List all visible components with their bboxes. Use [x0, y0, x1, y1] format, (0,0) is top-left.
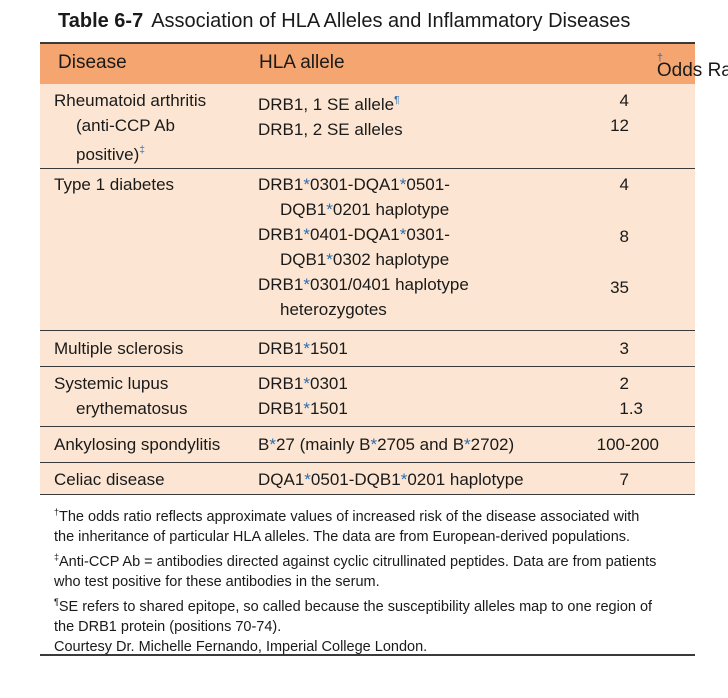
pilcrow-mark: ¶ [394, 95, 400, 106]
disease-ankylosing-spondylitis: Ankylosing spondylitis [54, 435, 221, 454]
table-body [40, 84, 695, 494]
disease-type-1-diabetes: Type 1 diabetes [54, 175, 175, 194]
row-divider [40, 462, 695, 463]
row-divider [40, 426, 695, 427]
disease-sle: Systemic lupus erythematosus [54, 374, 188, 418]
column-header-disease: Disease [58, 52, 127, 73]
table-header: Disease HLA allele Odds Ratio† [40, 44, 728, 84]
row-divider [40, 494, 695, 495]
disease-celiac: Celiac disease [54, 470, 165, 489]
table-caption: Association of HLA Alleles and Inflammat… [151, 10, 631, 32]
column-header-allele: HLA allele [259, 52, 345, 73]
table-title: Table 6-7 Association of HLA Alleles and … [58, 8, 718, 34]
odds-ms: 3 [619, 339, 629, 358]
table-footnotes: †The odds ratio reflects approximate val… [54, 502, 694, 657]
allele-sle: DRB1*0301 DRB1*1501 [258, 374, 348, 418]
odds-ra: 4 12 [610, 91, 629, 135]
disease-multiple-sclerosis: Multiple sclerosis [54, 339, 184, 358]
table-number: Table 6-7 [58, 10, 144, 32]
footnote-shared-epitope: ¶SE refers to shared epitope, so called … [54, 597, 653, 615]
column-header-odds-ratio: Odds Ratio† [656, 52, 728, 81]
footnote-odds-ratio: †The odds ratio reflects approximate val… [54, 507, 640, 525]
footnote-courtesy: Courtesy Dr. Michelle Fernando, Imperial… [54, 639, 428, 655]
odds-t1d-2: 8 [619, 227, 629, 246]
odds-sle: 2 1.3 [619, 374, 643, 418]
odds-as: 100-200 [596, 435, 659, 454]
allele-ra: DRB1, 1 SE allele¶ DRB1, 2 SE alleles [258, 95, 403, 139]
double-dagger-mark: ‡ [139, 145, 145, 156]
odds-celiac: 7 [619, 470, 629, 489]
odds-t1d-1: 4 [619, 175, 629, 194]
footnote-anti-ccp: ‡Anti-CCP Ab = antibodies directed again… [54, 552, 657, 570]
allele-celiac: DQA1*0501-DQB1*0201 haplotype [258, 470, 524, 489]
hla-table: Disease HLA allele Odds Ratio† Rheumatoi… [40, 42, 728, 657]
odds-t1d-3: 35 [610, 278, 629, 297]
allele-as: B*27 (mainly B*2705 and B*2702) [258, 435, 515, 454]
disease-rheumatoid-arthritis: Rheumatoid arthritis (anti-CCP Ab positi… [54, 91, 207, 164]
row-divider [40, 366, 695, 367]
row-divider [40, 168, 695, 169]
dagger-mark: † [656, 52, 663, 64]
allele-ms: DRB1*1501 [258, 339, 348, 358]
row-divider [40, 330, 695, 331]
allele-t1d: DRB1*0301-DQA1*0501- DQB1*0201 haplotype… [258, 175, 469, 319]
